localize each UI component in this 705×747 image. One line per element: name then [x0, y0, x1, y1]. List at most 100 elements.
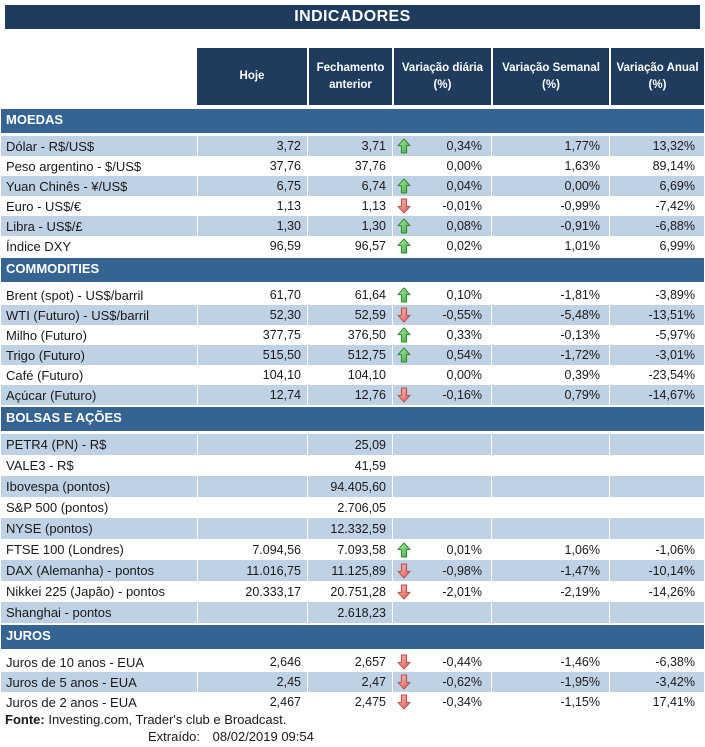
table-row: Yuan Chinês - ¥/US$ 6,75 6,74 0,04% 0,00% 6,6… [1, 176, 704, 196]
row-label: Nikkei 225 (Japão) - pontos [6, 584, 165, 599]
cell-variacao-anual: -3,89% [609, 285, 704, 305]
cell-fechamento-anterior: 1,30 [307, 216, 392, 236]
source-text: Investing.com, Trader's club e Broadcast… [48, 712, 287, 727]
cell-variacao-anual: -7,42% [609, 196, 704, 216]
row-label: PETR4 (PN) - R$ [1, 434, 197, 455]
table-row: VALE3 - R$ 41,59 [1, 455, 704, 476]
cell-variacao-diaria: 0,10% [392, 285, 491, 305]
table-row: Milho (Futuro) 377,75 376,50 0,33% -0,13% -5,… [1, 325, 704, 345]
table-row: S&P 500 (pontos) 2.706,05 [1, 497, 704, 518]
row-label: Ibovespa (pontos) [1, 476, 197, 497]
cell-variacao-anual: -6,38% [609, 652, 704, 672]
up-arrow-icon [393, 347, 414, 363]
up-arrow-icon [393, 178, 414, 194]
cell-variacao-diaria: 0,00% [392, 365, 491, 385]
cell-variacao-diaria [392, 476, 491, 497]
table-row: Shanghai - pontos 2.618,23 [1, 602, 704, 623]
table-row: PETR4 (PN) - R$ 25,09 [1, 434, 704, 455]
cell-hoje [197, 497, 307, 518]
cell-fechamento-anterior: 1,13 [307, 196, 392, 216]
cell-variacao-anual: -5,97% [609, 325, 704, 345]
cell-variacao-semanal: -1,95% [491, 672, 609, 692]
variacao-diaria-value: 0,01% [446, 542, 482, 557]
cell-variacao-diaria: 0,04% [392, 176, 491, 196]
cell-hoje: 104,10 [197, 365, 307, 385]
table-row: Trigo (Futuro) 515,50 512,75 0,54% -1,72% -3,… [1, 345, 704, 365]
cell-variacao-diaria: -0,55% [392, 305, 491, 325]
column-header-fechamento-anterior: Fechamento anterior [307, 48, 392, 105]
row-label: S&P 500 (pontos) [6, 500, 109, 515]
cell-variacao-anual: -1,06% [609, 539, 704, 560]
row-label: DAX (Alemanha) - pontos [1, 560, 197, 581]
cell-variacao-anual: 6,69% [609, 176, 704, 196]
extracted-label: Extraído: [148, 729, 201, 744]
down-arrow-icon [393, 654, 414, 670]
row-label: Milho (Futuro) [6, 327, 87, 343]
cell-hoje: 1,30 [197, 216, 307, 236]
table-row: Peso argentino - $/US$ 37,76 37,76 0,00% 1,6… [1, 156, 704, 176]
cell-variacao-semanal: -1,47% [491, 560, 609, 581]
up-arrow-icon [393, 327, 414, 343]
row-label: Café (Futuro) [6, 367, 84, 383]
cell-variacao-diaria: 0,34% [392, 136, 491, 156]
row-label: Euro - US$/€ [6, 198, 82, 214]
table-row: Café (Futuro) 104,10 104,10 0,00% 0,39% -23,5… [1, 365, 704, 385]
cell-fechamento-anterior: 6,74 [307, 176, 392, 196]
up-arrow-icon [393, 287, 414, 303]
cell-hoje: 61,70 [197, 285, 307, 305]
cell-fechamento-anterior: 2.618,23 [307, 602, 392, 623]
cell-variacao-anual: -13,51% [609, 305, 704, 325]
table-row: Ibovespa (pontos) 94.405,60 [1, 476, 704, 497]
cell-fechamento-anterior: 12.332,59 [307, 518, 392, 539]
row-label: WTI (Futuro) - US$/barril [1, 305, 197, 325]
cell-hoje: 1,13 [197, 196, 307, 216]
variacao-diaria-value: 0,34% [446, 139, 482, 153]
cell-variacao-semanal [491, 476, 609, 497]
down-arrow-icon [393, 674, 414, 690]
cell-variacao-semanal [491, 497, 609, 518]
cell-variacao-anual: -3,01% [609, 345, 704, 365]
cell-variacao-anual [609, 602, 704, 623]
cell-variacao-anual: 6,99% [609, 236, 704, 256]
cell-fechamento-anterior: 96,57 [307, 236, 392, 256]
variacao-diaria-value: 0,00% [446, 368, 482, 382]
cell-hoje: 515,50 [197, 345, 307, 365]
down-arrow-icon [393, 307, 414, 323]
cell-fechamento-anterior: 104,10 [307, 365, 392, 385]
table-row: FTSE 100 (Londres) 7.094,56 7.093,58 0,01% 1… [1, 539, 704, 560]
row-label: NYSE (pontos) [1, 518, 197, 539]
up-arrow-icon [393, 542, 414, 558]
row-label: Índice DXY [6, 238, 72, 254]
cell-variacao-semanal: 1,01% [491, 236, 609, 256]
cell-fechamento-anterior: 3,71 [307, 136, 392, 156]
cell-hoje [197, 455, 307, 476]
cell-variacao-semanal [491, 434, 609, 455]
cell-hoje: 3,72 [197, 136, 307, 156]
cell-variacao-anual: -6,88% [609, 216, 704, 236]
cell-fechamento-anterior: 512,75 [307, 345, 392, 365]
variacao-diaria-value: -0,55% [442, 308, 482, 322]
cell-fechamento-anterior: 12,76 [307, 385, 392, 405]
cell-variacao-semanal [491, 518, 609, 539]
variacao-diaria-value: -0,44% [442, 655, 482, 669]
table-row: Índice DXY 96,59 96,57 0,02% 1,01% 6,99% [1, 236, 704, 256]
table-row: Açúcar (Futuro) 12,74 12,76 -0,16% 0,79% -14,… [1, 385, 704, 405]
section-header: MOEDAS [1, 109, 704, 133]
variacao-diaria-value: -2,01% [442, 584, 482, 599]
row-label: Juros de 5 anos - EUA [1, 672, 197, 692]
cell-variacao-anual [609, 434, 704, 455]
up-arrow-icon [393, 138, 414, 154]
cell-variacao-anual [609, 455, 704, 476]
cell-variacao-diaria [392, 518, 491, 539]
cell-fechamento-anterior: 2,475 [307, 692, 392, 712]
table-row: DAX (Alemanha) - pontos 11.016,75 11.125,8… [1, 560, 704, 581]
row-label: Peso argentino - $/US$ [6, 158, 142, 174]
table-row: WTI (Futuro) - US$/barril 52,30 52,59 -0,55… [1, 305, 704, 325]
table-row: Libra - US$/£ 1,30 1,30 0,08% -0,91% -6,88% [1, 216, 704, 236]
variacao-diaria-value: -0,34% [442, 695, 482, 709]
cell-variacao-semanal: -0,91% [491, 216, 609, 236]
variacao-diaria-value: 0,08% [446, 219, 482, 233]
cell-variacao-diaria [392, 497, 491, 518]
variacao-diaria-value: 0,10% [446, 288, 482, 302]
